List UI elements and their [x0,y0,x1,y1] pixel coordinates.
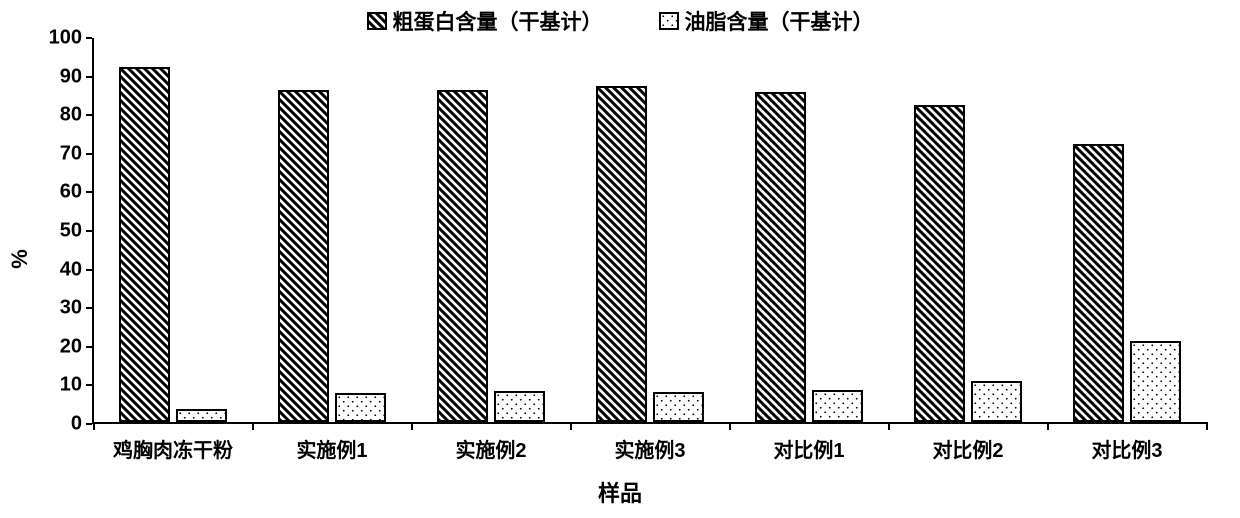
y-tick-label: 20 [60,335,82,358]
bar-protein [437,90,488,422]
category-group: 对比例1 [755,38,863,422]
bar-protein [119,67,170,422]
x-tick [93,422,95,430]
category-group: 实施例1 [278,38,386,422]
bar-fat [653,392,704,422]
plot-area: 0102030405060708090100鸡胸肉冻干粉实施例1实施例2实施例3… [92,38,1208,424]
x-tick-label: 对比例3 [1091,434,1162,463]
chart-container: 粗蛋白含量（干基计） 油脂含量（干基计） % 0 10 20 30 40 50 60 70 80 9… [0,0,1240,518]
y-tick [86,153,92,155]
y-tick [86,230,92,232]
legend-item: 粗蛋白含量（干基计） [367,6,603,36]
y-tick-label: 100 [49,27,82,50]
x-tick [888,422,890,430]
y-tick [86,423,92,425]
y-tick [86,384,92,386]
legend: 粗蛋白含量（干基计） 油脂含量（干基计） [0,6,1240,36]
category-group: 实施例3 [596,38,704,422]
category-group: 实施例2 [437,38,545,422]
category-group: 对比例2 [914,38,1022,422]
x-tick [252,422,254,430]
y-tick-label: 30 [60,297,82,320]
bar-fat [494,391,545,422]
bar-fat [812,390,863,422]
y-tick-label: 50 [60,220,82,243]
bar-fat [971,381,1022,422]
legend-label-protein: 粗蛋白含量（干基计） [393,6,603,36]
legend-label-fat: 油脂含量（干基计） [685,6,874,36]
y-tick-label: 10 [60,374,82,397]
x-tick-label: 对比例2 [932,434,1003,463]
x-tick [1047,422,1049,430]
bar-protein [1073,144,1124,422]
y-tick [86,37,92,39]
x-tick-label: 实施例1 [296,434,367,463]
y-axis-title: % [7,249,33,269]
bar-protein [755,92,806,422]
x-tick-label: 鸡胸肉冻干粉 [113,434,233,463]
y-tick-label: 0 [71,413,82,436]
x-tick [570,422,572,430]
y-tick [86,269,92,271]
legend-swatch-fat [659,12,679,30]
y-tick [86,114,92,116]
legend-swatch-protein [367,12,387,30]
bar-protein [914,105,965,422]
x-axis-title: 样品 [598,476,642,508]
bar-protein [278,90,329,422]
y-tick-label: 80 [60,104,82,127]
y-tick-label: 60 [60,181,82,204]
x-tick [729,422,731,430]
y-axis-line [92,38,94,422]
bar-fat [1130,341,1181,422]
y-tick [86,76,92,78]
y-tick-label: 70 [60,142,82,165]
bar-protein [596,86,647,422]
y-tick [86,307,92,309]
y-tick [86,346,92,348]
legend-item: 油脂含量（干基计） [659,6,874,36]
category-group: 对比例3 [1073,38,1181,422]
y-tick-label: 40 [60,258,82,281]
x-tick-label: 对比例1 [773,434,844,463]
x-tick [411,422,413,430]
bar-fat [335,393,386,422]
y-tick-label: 90 [60,65,82,88]
x-tick [1206,422,1208,430]
bar-fat [176,409,227,423]
y-tick [86,191,92,193]
category-group: 鸡胸肉冻干粉 [119,38,227,422]
x-tick-label: 实施例2 [455,434,526,463]
x-tick-label: 实施例3 [614,434,685,463]
